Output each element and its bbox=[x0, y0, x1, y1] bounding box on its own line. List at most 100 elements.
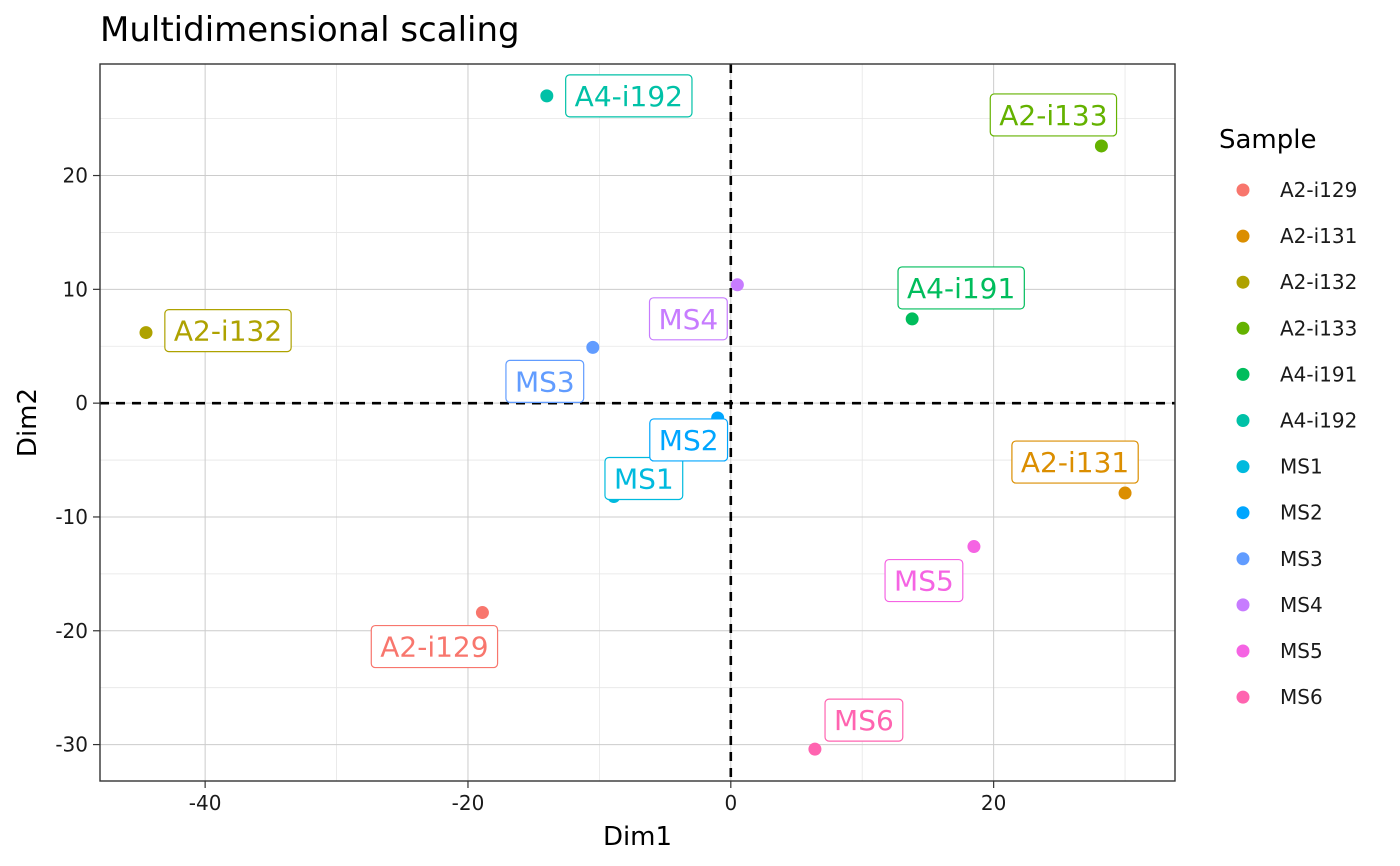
legend-label: MS6 bbox=[1280, 685, 1323, 709]
legend-item-a2-i132: A2-i132 bbox=[1236, 270, 1357, 294]
legend-swatch bbox=[1236, 229, 1250, 243]
legend-item-a2-i133: A2-i133 bbox=[1236, 316, 1357, 340]
point-label-ms4: MS4 bbox=[648, 297, 728, 341]
y-tick-label: 20 bbox=[63, 164, 88, 188]
label-box bbox=[649, 418, 729, 462]
label-box bbox=[370, 624, 499, 669]
legend-swatch bbox=[1236, 321, 1250, 335]
legend-item-ms4: MS4 bbox=[1236, 593, 1323, 617]
x-axis-ticks: -40 -20 0 20 bbox=[189, 781, 1006, 815]
legend-label: MS5 bbox=[1280, 639, 1323, 663]
label-box bbox=[565, 74, 693, 118]
legend-label: A2-i132 bbox=[1280, 270, 1357, 294]
x-tick-label: -40 bbox=[189, 791, 222, 815]
legend-label: MS1 bbox=[1280, 455, 1323, 479]
data-points bbox=[139, 89, 1132, 756]
reference-lines bbox=[100, 64, 1175, 781]
legend-item-ms3: MS3 bbox=[1236, 547, 1323, 571]
legend-swatch bbox=[1236, 598, 1250, 612]
legend-label: A2-i133 bbox=[1280, 316, 1357, 340]
label-text: MS6 bbox=[834, 704, 894, 737]
label-text: A4-i192 bbox=[575, 80, 683, 113]
legend-swatch bbox=[1236, 367, 1250, 381]
label-text: A2-i129 bbox=[380, 631, 488, 664]
label-text: A2-i133 bbox=[999, 99, 1107, 132]
point-label-a2-i133: A2-i133 bbox=[989, 93, 1118, 137]
legend-label: MS2 bbox=[1280, 501, 1323, 525]
legend-label: A4-i191 bbox=[1280, 362, 1357, 386]
label-text: MS3 bbox=[515, 365, 575, 398]
x-axis-title: Dim1 bbox=[603, 822, 672, 852]
chart-title: Multidimensional scaling bbox=[100, 10, 520, 50]
y-tick-label: -30 bbox=[55, 733, 88, 757]
data-point-ms3 bbox=[586, 340, 600, 354]
legend-item-ms2: MS2 bbox=[1236, 501, 1323, 525]
y-tick-label: 10 bbox=[63, 277, 88, 301]
x-tick-label: 20 bbox=[981, 791, 1006, 815]
data-point-a4-i191 bbox=[905, 312, 919, 326]
legend-label: A2-i131 bbox=[1280, 224, 1357, 248]
label-text: A4-i191 bbox=[907, 272, 1015, 305]
legend-title: Sample bbox=[1219, 125, 1317, 155]
data-point-a4-i192 bbox=[540, 89, 554, 103]
point-label-ms6: MS6 bbox=[824, 698, 904, 742]
legend-swatch bbox=[1236, 275, 1250, 289]
label-box bbox=[164, 308, 292, 353]
plot-panel-border bbox=[99, 63, 1176, 782]
point-label-ms1: MS1 bbox=[604, 456, 684, 501]
legend-label: A2-i129 bbox=[1280, 178, 1357, 202]
label-text: A2-i132 bbox=[174, 315, 282, 348]
label-text: A2-i131 bbox=[1021, 446, 1129, 479]
label-text: MS2 bbox=[659, 424, 719, 457]
label-text: MS5 bbox=[894, 565, 954, 598]
y-tick-label: 0 bbox=[75, 391, 88, 415]
label-box bbox=[884, 558, 964, 603]
point-label-a4-i191: A4-i191 bbox=[897, 266, 1025, 310]
legend: Sample A2-i129 A2-i131 A2-i132 A2-i133 A4-i1… bbox=[1219, 125, 1357, 709]
legend-label: MS3 bbox=[1280, 547, 1323, 571]
grid-minor bbox=[100, 64, 1175, 781]
point-label-ms3: MS3 bbox=[505, 359, 585, 403]
legend-items: A2-i129 A2-i131 A2-i132 A2-i133 A4-i191 A4-i1… bbox=[1236, 178, 1357, 709]
legend-swatch bbox=[1236, 644, 1250, 658]
legend-swatch bbox=[1236, 552, 1250, 566]
data-point-a2-i133 bbox=[1094, 139, 1108, 153]
label-box bbox=[1011, 440, 1139, 484]
data-point-a2-i131 bbox=[1118, 486, 1132, 500]
point-label-a4-i192: A4-i192 bbox=[565, 74, 693, 118]
label-box bbox=[897, 266, 1025, 310]
point-label-a2-i129: A2-i129 bbox=[370, 624, 499, 669]
point-labels: A2-i129 A2-i131 A2-i132 A2-i133 A4-i191 A4-i1… bbox=[164, 74, 1139, 742]
x-tick-label: 0 bbox=[724, 791, 737, 815]
y-axis-ticks: -30 -20 -10 0 10 20 bbox=[55, 164, 100, 757]
legend-swatch bbox=[1236, 460, 1250, 474]
data-point-a2-i132 bbox=[139, 326, 153, 340]
y-tick-label: -10 bbox=[55, 505, 88, 529]
label-text: MS4 bbox=[659, 303, 719, 336]
legend-item-ms5: MS5 bbox=[1236, 639, 1323, 663]
legend-swatch bbox=[1236, 414, 1250, 427]
y-tick-label: -20 bbox=[55, 619, 88, 643]
label-box bbox=[824, 698, 904, 742]
label-box bbox=[989, 93, 1118, 137]
grid-major bbox=[100, 64, 1175, 781]
legend-item-ms6: MS6 bbox=[1236, 685, 1323, 709]
legend-item-a4-i192: A4-i192 bbox=[1236, 409, 1357, 433]
data-point-ms4 bbox=[730, 278, 744, 292]
data-point-ms5 bbox=[967, 540, 981, 554]
y-axis-title: Dim2 bbox=[13, 388, 43, 457]
data-point-a2-i129 bbox=[475, 606, 489, 620]
legend-swatch bbox=[1236, 690, 1250, 704]
label-box bbox=[604, 456, 684, 501]
label-box bbox=[505, 359, 585, 403]
data-point-ms6 bbox=[808, 742, 822, 756]
legend-label: MS4 bbox=[1280, 593, 1323, 617]
legend-label: A4-i192 bbox=[1280, 409, 1357, 433]
x-tick-label: -20 bbox=[452, 791, 485, 815]
legend-item-a2-i131: A2-i131 bbox=[1236, 224, 1357, 248]
legend-item-a4-i191: A4-i191 bbox=[1236, 362, 1357, 386]
legend-swatch bbox=[1236, 506, 1250, 520]
label-box bbox=[648, 297, 728, 341]
point-label-a2-i131: A2-i131 bbox=[1011, 440, 1139, 484]
